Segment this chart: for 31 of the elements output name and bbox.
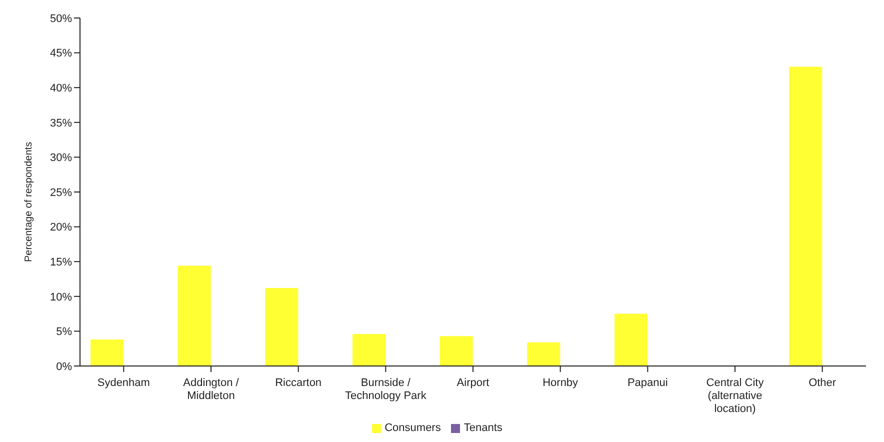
x-tick-label: Addington / Middleton	[183, 377, 240, 402]
x-tick-label: Burnside / Technology Park	[345, 377, 427, 402]
x-tick-label: Papanui	[627, 377, 668, 389]
x-tick-label: Sydenham	[97, 377, 150, 389]
bar	[440, 336, 473, 366]
y-tick-label: 30%	[50, 152, 72, 164]
legend-label: Tenants	[464, 422, 502, 434]
y-tick-label: 45%	[50, 48, 72, 60]
bar	[178, 266, 211, 366]
x-tick-label: Riccarton	[275, 377, 322, 389]
y-tick-label: 10%	[50, 291, 72, 304]
bar	[527, 342, 560, 366]
y-tick-label: 40%	[50, 82, 72, 95]
y-axis-title: Percentage of respondents	[24, 142, 35, 262]
bar	[265, 288, 298, 366]
bar	[789, 66, 822, 366]
x-tick-label: Other	[808, 377, 836, 389]
x-tick-label: Airport	[456, 377, 490, 389]
y-tick-label: 15%	[50, 256, 72, 269]
x-tick-label: Central City (alternative location)	[706, 377, 764, 415]
bar	[90, 340, 124, 366]
y-tick-label: 50%	[50, 12, 72, 25]
y-tick-label: 5%	[56, 326, 72, 338]
x-tick-label: Hornby	[542, 377, 579, 389]
y-tick-label: 25%	[50, 186, 72, 199]
bar	[352, 334, 386, 366]
legend-label: Consumers	[384, 422, 441, 434]
y-tick-label: 20%	[50, 222, 72, 234]
y-tick-label: 35%	[50, 117, 72, 130]
bar	[614, 314, 648, 366]
y-tick-label: 0%	[56, 360, 72, 373]
